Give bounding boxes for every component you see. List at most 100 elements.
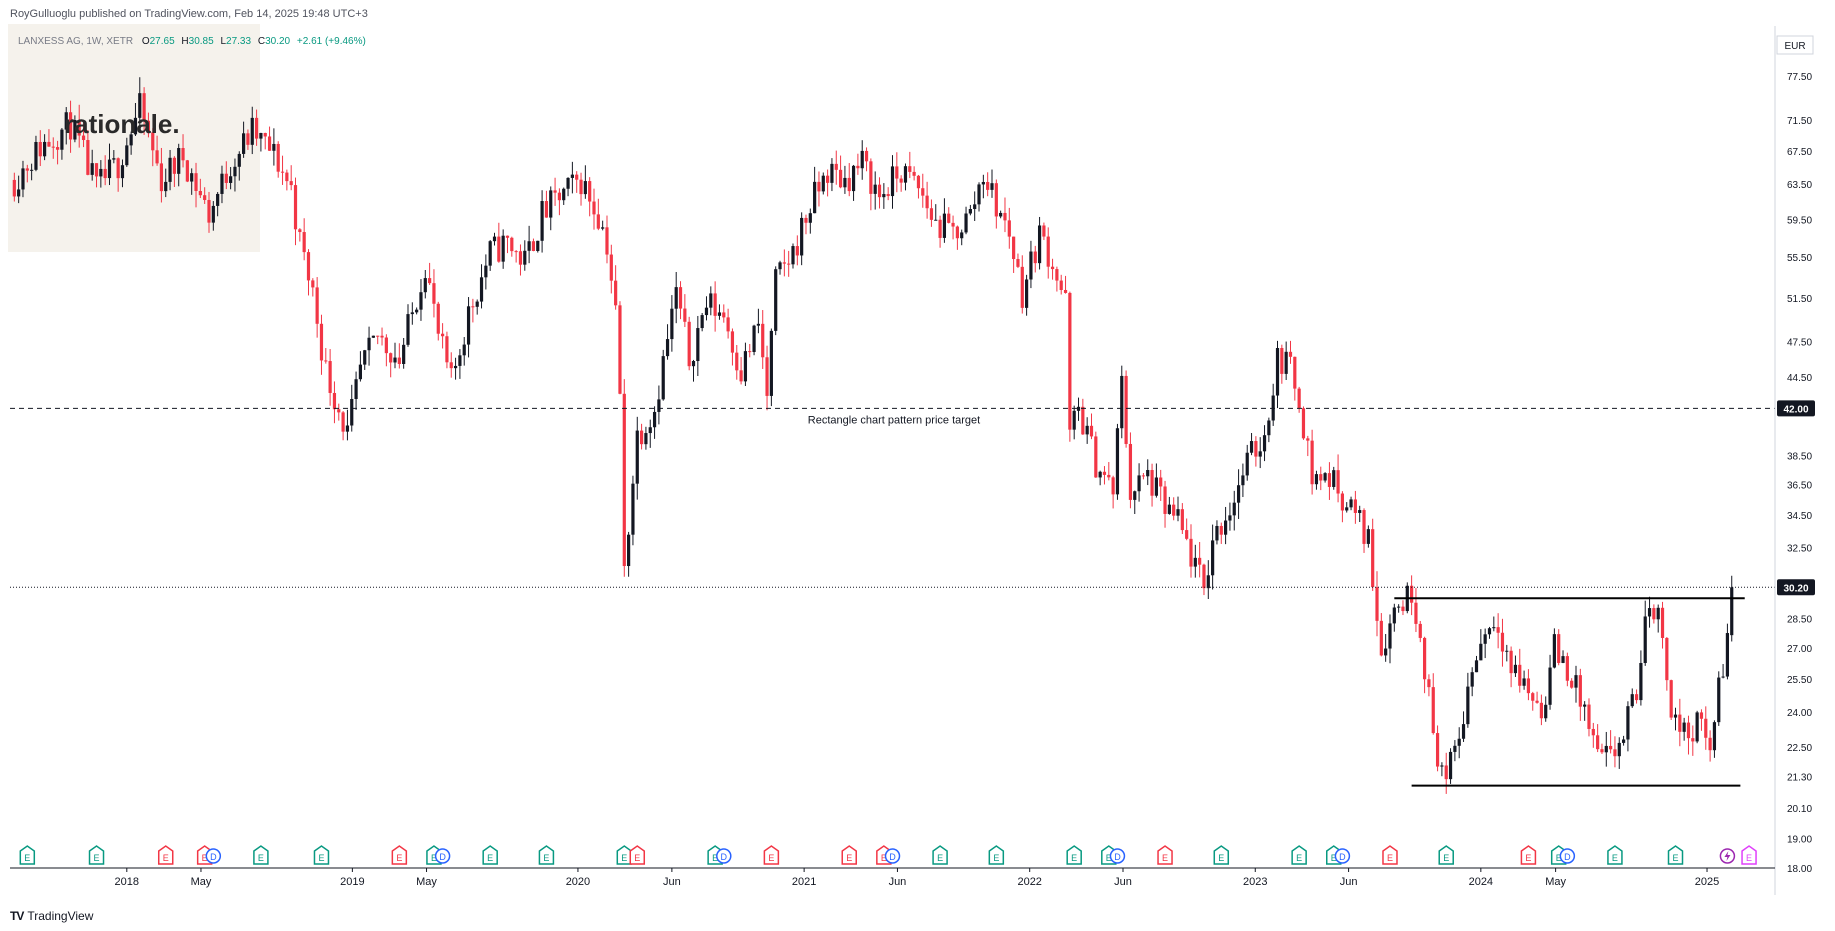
earnings-marker-icon[interactable] bbox=[1741, 845, 1757, 865]
close-label: C bbox=[257, 36, 266, 47]
candle-body bbox=[1522, 678, 1526, 686]
earnings-marker-icon[interactable] bbox=[253, 845, 269, 865]
candle-body bbox=[1349, 499, 1353, 508]
earnings-marker-icon[interactable] bbox=[763, 845, 780, 865]
candle-body bbox=[977, 184, 981, 205]
dividend-marker-icon[interactable] bbox=[205, 848, 222, 864]
candle-body bbox=[449, 362, 453, 369]
candle-body bbox=[1254, 441, 1258, 457]
candle-body bbox=[423, 278, 427, 293]
earnings-marker-icon[interactable] bbox=[1291, 845, 1307, 865]
y-tick-label: 28.50 bbox=[1787, 615, 1812, 626]
candle-body bbox=[1474, 660, 1479, 673]
earnings-marker-label: E bbox=[1443, 853, 1449, 863]
candle-body bbox=[462, 344, 466, 356]
earnings-marker-icon[interactable] bbox=[538, 845, 555, 865]
candle-body bbox=[1262, 435, 1267, 452]
tradingview-footer[interactable]: TV TradingView bbox=[10, 909, 93, 923]
y-tick-label: 36.50 bbox=[1787, 481, 1812, 492]
candle-body bbox=[838, 169, 843, 188]
earnings-marker-label: E bbox=[1672, 853, 1678, 863]
y-tick-label: 71.50 bbox=[1787, 116, 1812, 127]
candle-body bbox=[717, 312, 722, 316]
candle-body bbox=[1479, 643, 1483, 661]
candle-body bbox=[1414, 602, 1418, 624]
dividend-marker-icon[interactable] bbox=[1334, 848, 1351, 864]
symbol-info[interactable]: LANXESS AG, 1W, XETR bbox=[18, 36, 134, 47]
candle-body bbox=[1500, 632, 1505, 652]
candle-body bbox=[133, 117, 138, 135]
candle-body bbox=[363, 350, 367, 365]
candle-body bbox=[588, 181, 592, 202]
candle-body bbox=[172, 157, 176, 174]
candle-body bbox=[1219, 525, 1223, 535]
candle-body bbox=[1604, 745, 1608, 753]
dividend-marker-icon[interactable] bbox=[716, 848, 732, 864]
candle-body bbox=[47, 141, 51, 147]
candle-body bbox=[1258, 451, 1262, 457]
candle-body bbox=[804, 217, 808, 223]
candle-body bbox=[756, 323, 760, 326]
earnings-marker-icon[interactable] bbox=[88, 845, 105, 865]
x-tick-label: Jun bbox=[1340, 876, 1358, 888]
candle-body bbox=[639, 430, 644, 445]
candle-body bbox=[220, 173, 224, 194]
earnings-marker-icon[interactable] bbox=[1607, 845, 1623, 865]
candle-body bbox=[81, 135, 86, 141]
dividend-marker-icon[interactable] bbox=[434, 848, 451, 864]
earnings-marker-icon[interactable] bbox=[1520, 845, 1537, 865]
candle-body bbox=[129, 134, 133, 146]
dividend-marker-icon[interactable] bbox=[884, 848, 901, 864]
axes: EUR 18.00 19.00 20.10 21.30 22.50 24.00 25.50 27… bbox=[10, 26, 1814, 895]
dividend-marker-icon[interactable] bbox=[1559, 848, 1576, 864]
candle-body bbox=[843, 177, 847, 188]
y-tick-label: 38.50 bbox=[1787, 452, 1812, 463]
change-value: +2.61 (+9.46%) bbox=[296, 36, 366, 47]
candle-body bbox=[1712, 722, 1717, 751]
candle-body bbox=[324, 360, 328, 362]
x-tick-label: 2020 bbox=[566, 876, 590, 888]
earnings-marker-icon[interactable] bbox=[157, 845, 174, 865]
earnings-marker-icon[interactable] bbox=[988, 845, 1005, 865]
earnings-marker-icon[interactable] bbox=[1213, 845, 1230, 865]
candle-body bbox=[1379, 620, 1383, 656]
earnings-marker-icon[interactable] bbox=[629, 845, 646, 865]
x-tick-label: May bbox=[1545, 876, 1566, 888]
candle-body bbox=[440, 333, 445, 337]
earnings-marker-icon[interactable] bbox=[1066, 845, 1082, 865]
candle-body bbox=[315, 287, 319, 324]
candle-body bbox=[38, 141, 42, 157]
publisher[interactable]: RoyGulluoglu published on TradingView.co… bbox=[10, 8, 232, 20]
earnings-marker-label: E bbox=[431, 853, 437, 863]
earnings-marker-icon[interactable] bbox=[1382, 845, 1398, 865]
earnings-marker-icon[interactable] bbox=[932, 845, 948, 865]
y-tick-label: 34.50 bbox=[1787, 511, 1812, 522]
candle-body bbox=[691, 361, 696, 367]
earnings-marker-icon[interactable] bbox=[1438, 845, 1454, 865]
candle-body bbox=[293, 185, 298, 230]
earnings-marker-icon[interactable] bbox=[482, 845, 498, 865]
candle-body bbox=[1340, 493, 1345, 511]
earnings-marker-icon[interactable] bbox=[1667, 845, 1684, 865]
earnings-marker-icon[interactable] bbox=[313, 845, 330, 865]
candle-body bbox=[103, 168, 107, 179]
x-tick-label: Jun bbox=[889, 876, 907, 888]
candle-body bbox=[475, 301, 479, 307]
candle-body bbox=[250, 117, 254, 145]
earnings-marker-icon[interactable] bbox=[841, 845, 857, 865]
earnings-marker-icon[interactable] bbox=[1157, 845, 1173, 865]
dividend-marker-icon[interactable] bbox=[1109, 848, 1126, 864]
candle-body bbox=[1085, 425, 1089, 435]
candle-body bbox=[661, 356, 665, 400]
candle-body bbox=[1578, 675, 1582, 707]
earnings-marker-icon[interactable] bbox=[391, 845, 408, 865]
earnings-marker-label: E bbox=[621, 853, 627, 863]
candle-body bbox=[380, 335, 384, 338]
high-label: H bbox=[181, 36, 189, 47]
open-label: O bbox=[141, 36, 150, 47]
candle-body bbox=[90, 163, 94, 175]
currency-badge[interactable] bbox=[1776, 35, 1814, 55]
earnings-marker-icon[interactable] bbox=[19, 845, 36, 865]
